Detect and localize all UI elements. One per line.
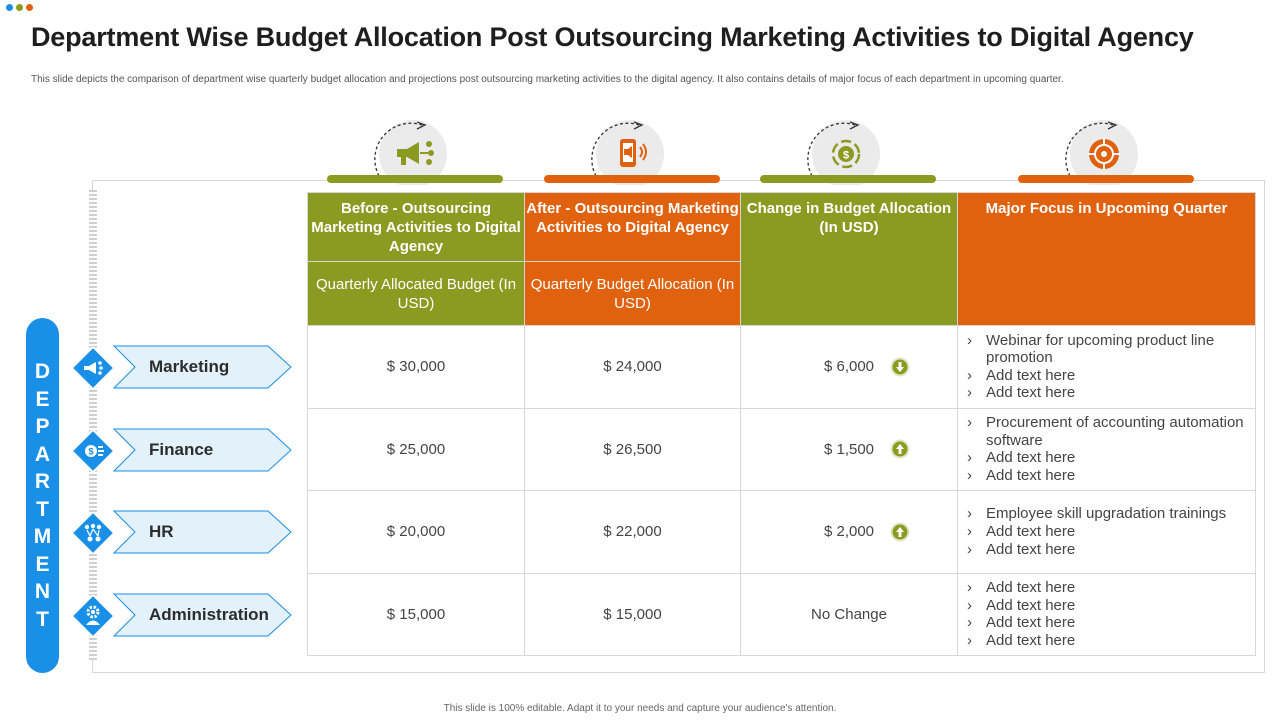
focus-cell: Employee skill upgradation trainings Add… xyxy=(957,490,1256,574)
megaphone-icon xyxy=(72,347,114,389)
before-value: $ 25,000 xyxy=(307,407,525,491)
arrow-down-icon xyxy=(890,357,910,377)
svg-text:$: $ xyxy=(843,150,849,162)
megaphone-network-icon xyxy=(327,120,507,185)
after-value: $ 15,000 xyxy=(524,572,741,656)
header-after: After - Outsourcing Marketing Activities… xyxy=(524,192,741,262)
budget-table: Before - Outsourcing Marketing Activitie… xyxy=(307,192,1256,656)
after-value: $ 22,000 xyxy=(524,490,741,574)
department-banner xyxy=(113,510,292,554)
focus-item: Add text here xyxy=(967,449,1247,467)
side-letter: R xyxy=(34,470,51,493)
mobile-megaphone-icon xyxy=(544,120,724,185)
table-row: $ 25,000 $ 26,500 $ 1,500 Procurement of… xyxy=(307,407,1256,491)
focus-cell: Add text here Add text here Add text her… xyxy=(957,572,1256,656)
side-letter: E xyxy=(35,387,50,411)
focus-item: Add text here xyxy=(967,467,1247,485)
change-cell: $ 2,000 xyxy=(740,490,958,574)
column-bar-focus xyxy=(1018,175,1194,183)
after-value: $ 26,500 xyxy=(524,407,741,491)
header-before: Before - Outsourcing Marketing Activitie… xyxy=(307,192,525,262)
department-banner xyxy=(113,428,292,472)
department-label: HR xyxy=(149,522,174,541)
before-value: $ 30,000 xyxy=(307,325,525,409)
department-hr: HR xyxy=(68,510,294,554)
table-row: $ 30,000 $ 24,000 $ 6,000 Webinar for up… xyxy=(307,325,1256,409)
focus-item: Add text here xyxy=(967,367,1247,385)
change-cell: $ 6,000 xyxy=(740,325,958,409)
target-icon xyxy=(1018,120,1198,185)
change-value: No Change xyxy=(811,605,887,623)
page-title: Department Wise Budget Allocation Post O… xyxy=(31,22,1194,52)
dot-green xyxy=(16,4,23,11)
before-value: $ 15,000 xyxy=(307,572,525,656)
side-letter: P xyxy=(35,415,50,438)
footer-note: This slide is 100% editable. Adapt it to… xyxy=(443,703,837,714)
focus-item: Add text here xyxy=(967,384,1247,402)
department-label: Finance xyxy=(149,440,214,459)
department-administration: Administration xyxy=(68,593,294,637)
department-finance: $ Finance xyxy=(68,428,294,472)
column-bar-before xyxy=(327,175,503,183)
change-cell: No Change xyxy=(740,572,958,656)
svg-text:$: $ xyxy=(88,447,93,457)
arrow-up-icon xyxy=(890,439,910,459)
focus-item: Add text here xyxy=(967,632,1247,650)
subheader-before: Quarterly Allocated Budget (In USD) xyxy=(307,261,525,326)
department-banner xyxy=(113,345,292,389)
subheader-after: Quarterly Budget Allocation (In USD) xyxy=(524,261,741,326)
arrow-up-icon xyxy=(890,522,910,542)
header-focus: Major Focus in Upcoming Quarter xyxy=(957,192,1256,326)
focus-item: Add text here xyxy=(967,541,1247,559)
brand-dots xyxy=(6,4,33,11)
department-label: Administration xyxy=(149,605,269,624)
after-value: $ 24,000 xyxy=(524,325,741,409)
side-letter: M xyxy=(33,525,52,548)
change-value: $ 1,500 xyxy=(823,440,875,458)
header-change: Change in Budget Allocation (In USD) xyxy=(740,192,958,326)
side-letter: D xyxy=(34,360,51,383)
focus-item: Add text here xyxy=(967,614,1247,632)
side-letter: T xyxy=(36,607,49,631)
table-row: $ 15,000 $ 15,000 No Change Add text her… xyxy=(307,572,1256,656)
dollar-cycle-icon: $ xyxy=(760,120,940,185)
focus-item: Add text here xyxy=(967,523,1247,541)
change-value: $ 2,000 xyxy=(823,523,875,541)
frame-hatch xyxy=(89,190,97,660)
side-letter: N xyxy=(34,580,51,603)
department-side-label: D E P A R T M E N T xyxy=(26,318,59,673)
money-icon: $ xyxy=(72,430,114,472)
department-label: Marketing xyxy=(149,357,230,376)
column-bar-after xyxy=(544,175,720,183)
side-letter: E xyxy=(35,552,50,576)
people-network-icon xyxy=(72,512,114,554)
focus-item: Procurement of accounting automation sof… xyxy=(967,414,1247,449)
focus-cell: Webinar for upcoming product line promot… xyxy=(957,325,1256,409)
gear-person-icon xyxy=(72,595,114,637)
before-value: $ 20,000 xyxy=(307,490,525,574)
focus-item: Employee skill upgradation trainings xyxy=(967,505,1247,523)
side-letter: T xyxy=(36,497,49,521)
department-banner xyxy=(113,593,292,637)
focus-item: Webinar for upcoming product line promot… xyxy=(967,332,1247,367)
side-letter: A xyxy=(34,442,51,466)
dot-orange xyxy=(26,4,33,11)
change-cell: $ 1,500 xyxy=(740,407,958,491)
column-bar-change xyxy=(760,175,936,183)
focus-cell: Procurement of accounting automation sof… xyxy=(957,407,1256,491)
page-subtitle: This slide depicts the comparison of dep… xyxy=(31,74,1064,85)
focus-item: Add text here xyxy=(967,597,1247,615)
department-marketing: Marketing xyxy=(68,345,294,389)
dot-blue xyxy=(6,4,13,11)
focus-item: Add text here xyxy=(967,579,1247,597)
change-value: $ 6,000 xyxy=(823,358,875,376)
table-row: $ 20,000 $ 22,000 $ 2,000 Employee skill… xyxy=(307,490,1256,574)
